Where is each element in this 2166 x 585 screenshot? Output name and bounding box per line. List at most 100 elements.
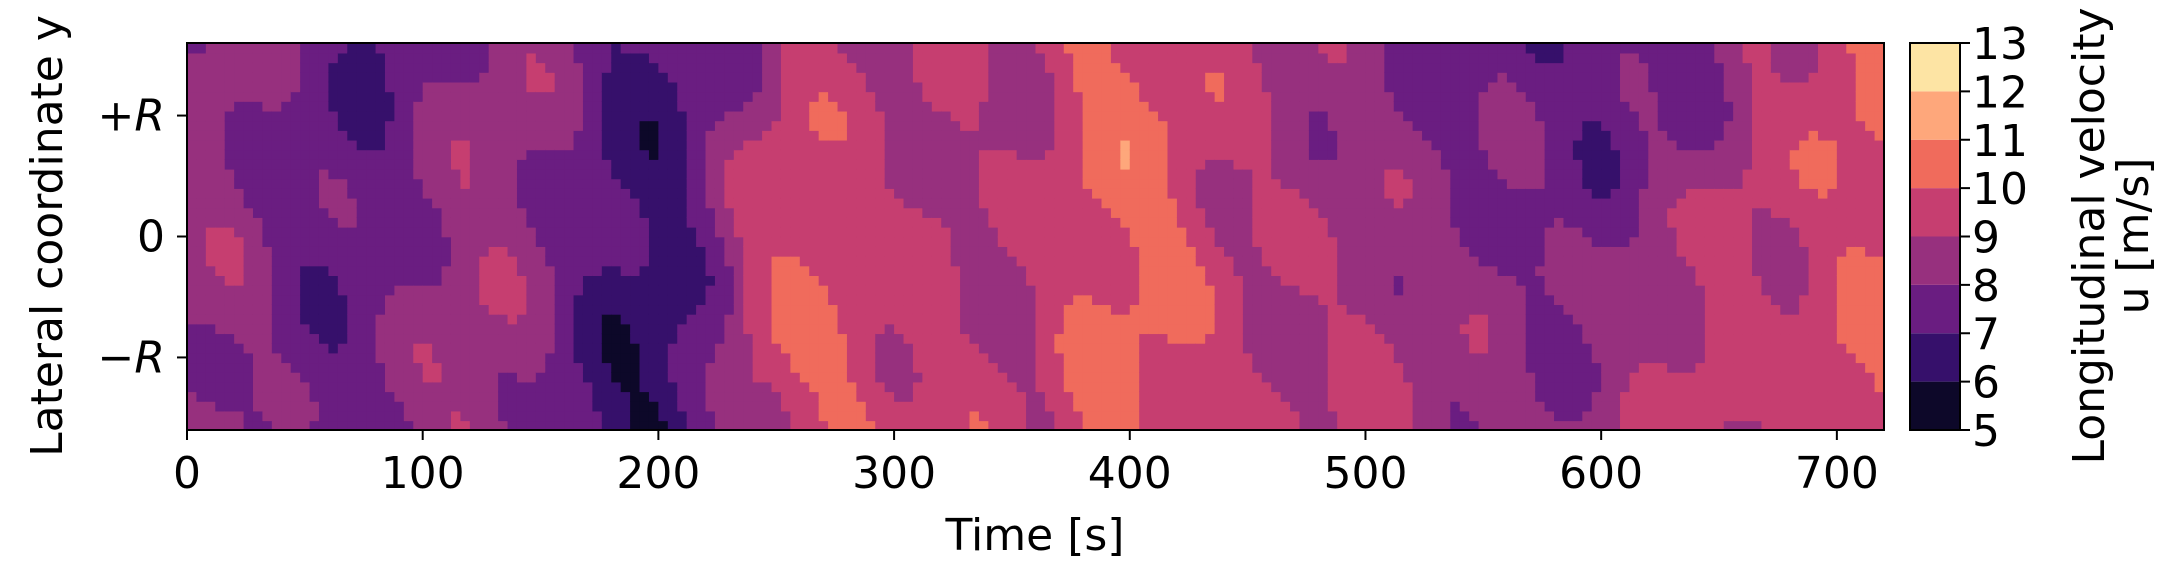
heatmap-cell <box>432 333 443 344</box>
heatmap-cell <box>1290 246 1301 257</box>
heatmap-cell <box>667 178 679 189</box>
heatmap-cell <box>318 371 330 383</box>
heatmap-cell <box>1101 246 1112 257</box>
heatmap-cell <box>950 120 961 131</box>
heatmap-cell <box>809 381 820 393</box>
heatmap-cell <box>441 400 452 412</box>
heatmap-cell <box>384 139 396 151</box>
heatmap-cell <box>1299 52 1310 64</box>
heatmap-cell <box>1158 323 1169 335</box>
heatmap-cell <box>1299 294 1310 306</box>
heatmap-cell <box>1167 381 1178 393</box>
heatmap-cell <box>309 410 320 422</box>
heatmap-cell <box>290 110 301 122</box>
heatmap-cell <box>582 342 594 354</box>
heatmap-cell <box>1214 371 1225 383</box>
heatmap-cell <box>535 159 547 170</box>
heatmap-cell <box>1092 420 1103 430</box>
heatmap-cell <box>516 275 528 286</box>
heatmap-cell <box>780 101 792 112</box>
heatmap-cell <box>328 391 339 402</box>
heatmap-cell <box>582 178 594 189</box>
heatmap-cell <box>1308 352 1320 364</box>
heatmap-cell <box>620 101 631 112</box>
heatmap-cell <box>931 304 943 315</box>
heatmap-cell <box>1054 342 1065 354</box>
heatmap-cell <box>941 217 952 228</box>
heatmap-cell <box>1044 400 1056 412</box>
heatmap-cell <box>639 420 650 430</box>
heatmap-cell <box>526 294 537 306</box>
heatmap-cell <box>894 371 905 383</box>
heatmap-cell <box>677 323 688 335</box>
heatmap-cell <box>667 304 679 315</box>
heatmap-cell <box>554 333 565 344</box>
heatmap-cell <box>507 81 518 93</box>
heatmap-cell <box>696 159 707 170</box>
heatmap-cell <box>1280 226 1291 238</box>
heatmap-cell <box>1205 149 1216 160</box>
heatmap-cell <box>743 43 754 54</box>
heatmap-cell <box>507 139 518 151</box>
heatmap-cell <box>526 52 537 64</box>
heatmap-cell <box>309 313 320 325</box>
heatmap-cell <box>969 342 980 354</box>
heatmap-cell <box>1082 323 1093 335</box>
heatmap-cell <box>677 81 688 93</box>
heatmap-cell <box>648 91 660 102</box>
heatmap-cell <box>686 110 697 122</box>
heatmap-cell <box>969 43 980 54</box>
heatmap-cell <box>1092 323 1103 335</box>
heatmap-cell <box>592 91 603 102</box>
heatmap-cell <box>790 91 801 102</box>
heatmap-cell <box>988 72 999 83</box>
heatmap-cell <box>347 52 358 64</box>
heatmap-cell <box>582 130 594 141</box>
heatmap-cell <box>686 159 697 170</box>
heatmap-cell <box>1280 217 1291 228</box>
heatmap-cell <box>1271 91 1282 102</box>
heatmap-cell <box>394 410 405 422</box>
heatmap-cell <box>1356 313 1367 325</box>
heatmap-cell <box>611 81 622 93</box>
heatmap-cell <box>252 188 264 199</box>
heatmap-cell <box>733 246 745 257</box>
heatmap-cell <box>648 275 660 286</box>
heatmap-cell <box>215 362 226 373</box>
heatmap-cell <box>733 159 745 170</box>
heatmap-cell <box>1007 62 1018 73</box>
heatmap-cell <box>375 323 386 335</box>
heatmap-cell <box>658 410 669 422</box>
heatmap-cell <box>762 52 773 64</box>
heatmap-cell <box>1233 110 1244 122</box>
heatmap-cell <box>234 168 245 180</box>
heatmap-cell <box>450 294 462 306</box>
heatmap-cell <box>545 323 556 335</box>
heatmap-cell <box>931 72 943 83</box>
heatmap-cell <box>1073 246 1084 257</box>
heatmap-cell <box>658 52 669 64</box>
heatmap-cell <box>507 188 518 199</box>
heatmap-cell <box>894 246 905 257</box>
heatmap-cell <box>1299 246 1310 257</box>
heatmap-cell <box>1110 246 1122 257</box>
heatmap-cell <box>714 91 726 102</box>
heatmap-cell <box>1195 323 1206 335</box>
heatmap-cell <box>743 217 754 228</box>
heatmap-cell <box>252 342 264 354</box>
heatmap-cell <box>526 304 537 315</box>
heatmap-cell <box>1073 149 1084 160</box>
heatmap-cell <box>1016 381 1027 393</box>
heatmap-cell <box>224 159 235 170</box>
heatmap-cell <box>516 333 528 344</box>
heatmap-cell <box>187 72 198 83</box>
heatmap-cell <box>507 371 518 383</box>
heatmap-cell <box>582 62 594 73</box>
heatmap-cell <box>1016 178 1027 189</box>
heatmap-cell <box>714 81 726 93</box>
heatmap-cell <box>1092 246 1103 257</box>
heatmap-cell <box>507 62 518 73</box>
heatmap-cell <box>441 236 452 247</box>
heatmap-cell <box>545 217 556 228</box>
heatmap-cell <box>384 391 396 402</box>
